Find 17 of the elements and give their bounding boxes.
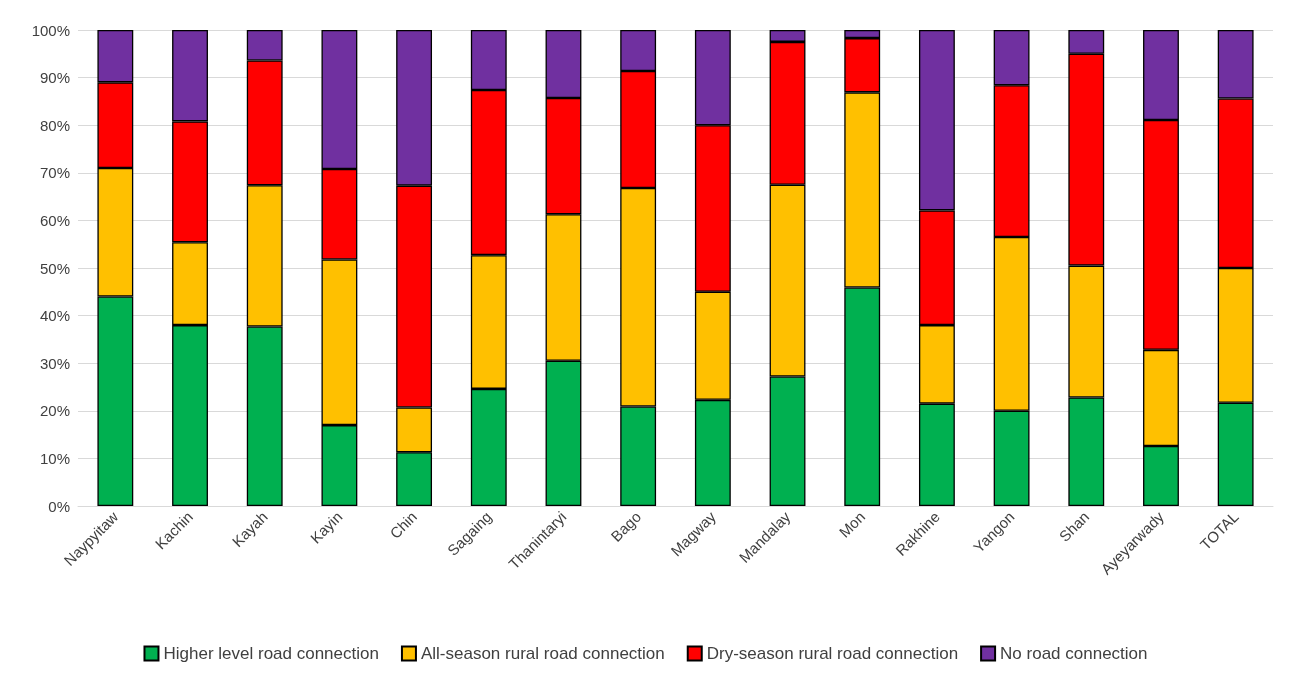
y-tick-label: 80% <box>39 116 70 134</box>
y-tick-label: 100% <box>31 21 70 39</box>
y-tick-label: 50% <box>39 259 70 277</box>
y-tick-label: 20% <box>39 402 70 420</box>
x-tick-label: Chin <box>386 507 421 542</box>
y-tick-label: 60% <box>39 211 70 229</box>
y-tick-label: 0% <box>48 497 70 515</box>
y-tick-label: 30% <box>39 354 70 372</box>
legend-label: No road connection <box>1000 644 1148 663</box>
x-tick-label: Mon <box>835 507 869 541</box>
y-tick-label: 40% <box>39 307 70 325</box>
y-tick-label: 70% <box>39 164 70 182</box>
legend-label: Dry-season rural road connection <box>706 644 959 663</box>
legend-label: All-season rural road connection <box>420 644 665 663</box>
y-tick-label: 90% <box>39 69 70 87</box>
legend-label: Higher level road connection <box>163 644 379 663</box>
y-tick-label: 10% <box>39 449 70 467</box>
